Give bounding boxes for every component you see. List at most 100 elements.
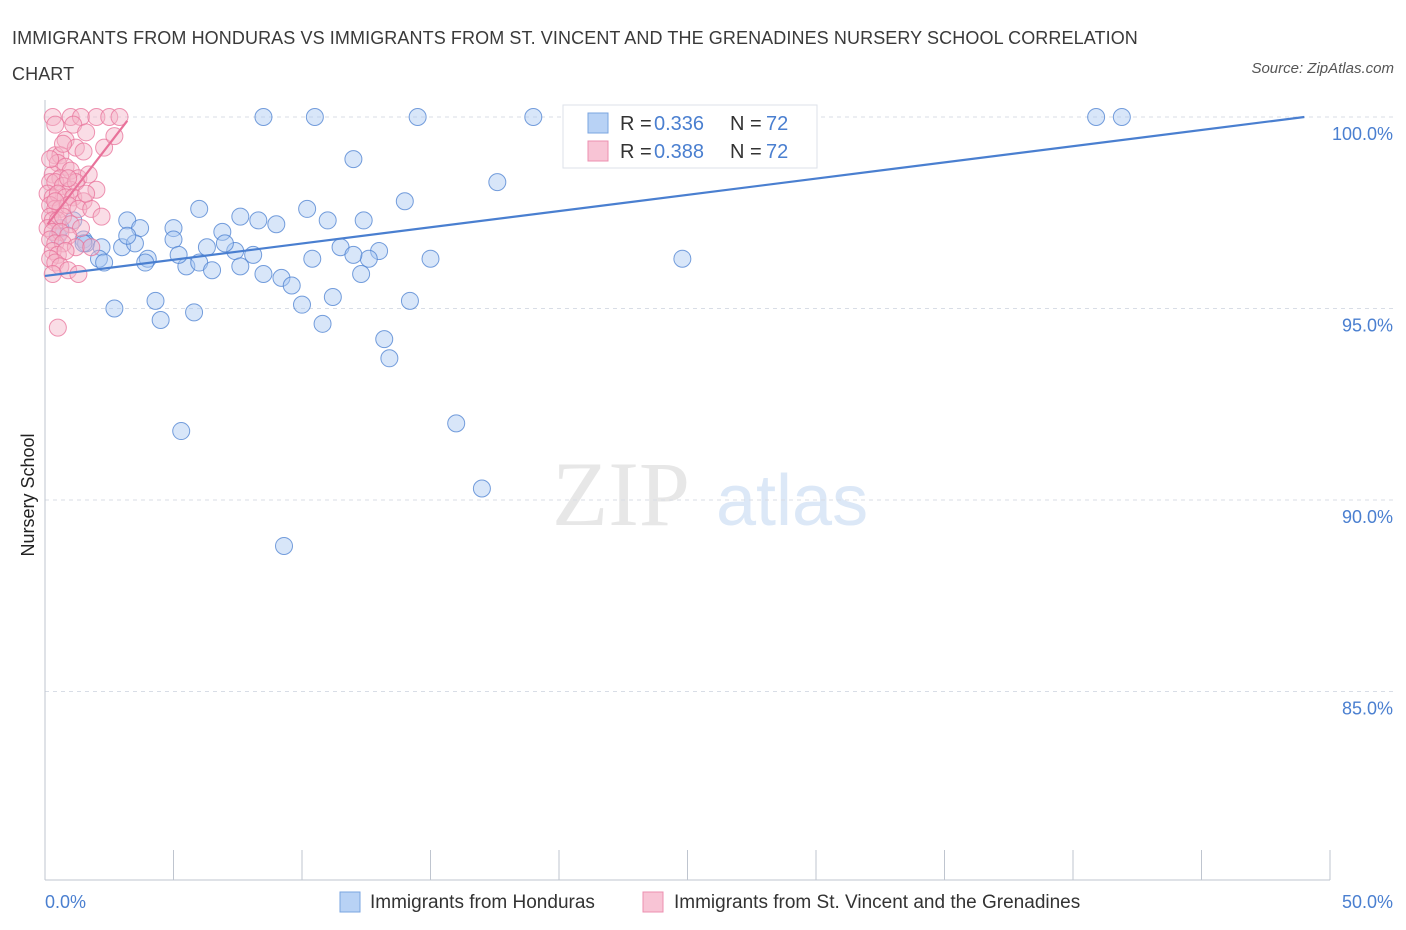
legend-n-label-honduras: N = <box>730 113 767 135</box>
point-st-vincent-44 <box>61 215 80 234</box>
point-honduras-66 <box>118 226 137 245</box>
point-honduras-58 <box>313 314 332 333</box>
point-honduras-26 <box>125 234 144 253</box>
x-tick-label-max: 50.0% <box>1342 892 1393 912</box>
trend-line-st-vincent <box>46 120 129 225</box>
bottom-legend-label-st-vincent: Immigrants from St. Vincent and the Gren… <box>674 892 1080 913</box>
point-honduras-16 <box>267 215 286 234</box>
series-st-vincent <box>38 108 129 337</box>
y-tick-label-1: 90.0% <box>1342 507 1393 527</box>
point-honduras-60 <box>380 349 399 368</box>
point-st-vincent-64 <box>48 318 67 337</box>
y-axis-label: Nursery School <box>18 433 38 556</box>
point-honduras-53 <box>105 299 124 318</box>
point-honduras-13 <box>318 211 337 230</box>
point-st-vincent-6 <box>46 115 65 134</box>
point-st-vincent-63 <box>69 265 88 284</box>
point-honduras-41 <box>673 249 692 268</box>
point-honduras-38 <box>303 249 322 268</box>
point-honduras-2 <box>344 150 363 169</box>
point-honduras-52 <box>146 291 165 310</box>
point-honduras-64 <box>275 536 294 555</box>
point-honduras-71 <box>190 199 209 218</box>
point-honduras-40 <box>421 249 440 268</box>
point-honduras-27 <box>164 230 183 249</box>
point-honduras-54 <box>151 310 170 329</box>
point-honduras-28 <box>197 238 216 257</box>
point-honduras-45 <box>231 257 250 276</box>
point-honduras-62 <box>447 414 466 433</box>
bottom-legend-label-honduras: Immigrants from Honduras <box>370 892 595 913</box>
y-tick-label-2: 95.0% <box>1342 316 1393 336</box>
point-honduras-4 <box>524 108 543 126</box>
point-honduras-12 <box>298 199 317 218</box>
chart-title: IMMIGRANTS FROM HONDURAS VS IMMIGRANTS F… <box>12 28 1138 84</box>
legend-r-value-honduras: 0.336 <box>654 113 704 135</box>
point-honduras-68 <box>254 265 273 284</box>
legend-n-label-st-vincent: N = <box>730 141 767 163</box>
point-honduras-11 <box>395 192 414 211</box>
legend-n-value-honduras: 72 <box>766 113 788 135</box>
axes <box>44 100 1331 881</box>
point-honduras-57 <box>400 291 419 310</box>
series-honduras <box>48 108 1131 555</box>
bottom-legend-swatch-st-vincent <box>642 891 664 913</box>
point-st-vincent-65 <box>41 150 60 169</box>
point-st-vincent-67 <box>77 184 96 203</box>
watermark-atlas: atlas <box>716 461 868 541</box>
point-st-vincent-71 <box>46 192 65 211</box>
point-honduras-9 <box>1112 108 1131 126</box>
y-tick-label-0: 85.0% <box>1342 699 1393 719</box>
point-honduras-59 <box>375 330 394 349</box>
point-honduras-1 <box>305 108 324 126</box>
grid-lines <box>45 116 1393 692</box>
bottom-legend-swatch-honduras <box>339 891 361 913</box>
point-st-vincent-5 <box>110 108 129 126</box>
point-st-vincent-68 <box>92 207 111 226</box>
point-st-vincent-53 <box>66 238 85 257</box>
point-st-vincent-14 <box>95 138 114 157</box>
point-honduras-56 <box>293 295 311 314</box>
point-honduras-8 <box>1087 108 1106 126</box>
point-honduras-70 <box>323 288 342 307</box>
point-honduras-14 <box>231 207 250 226</box>
point-st-vincent-66 <box>53 134 72 153</box>
point-st-vincent-70 <box>59 169 78 188</box>
legend-r-value-st-vincent: 0.388 <box>654 141 704 163</box>
point-honduras-24 <box>92 238 111 257</box>
legend-n-value-st-vincent: 72 <box>766 141 788 163</box>
point-honduras-21 <box>213 222 232 241</box>
x-tick-label-min: 0.0% <box>45 892 86 912</box>
point-st-vincent-13 <box>74 142 93 161</box>
point-st-vincent-27 <box>87 180 106 199</box>
point-honduras-48 <box>282 276 301 295</box>
point-honduras-44 <box>203 261 222 280</box>
legend-box: R = 0.336 N = 72 R = 0.388 N = 72 <box>562 104 818 169</box>
point-honduras-46 <box>272 268 291 287</box>
y-tick-labels: 85.0% 90.0% 95.0% 100.0% <box>1332 124 1393 719</box>
point-honduras-67 <box>344 245 363 264</box>
bottom-legend: Immigrants from Honduras Immigrants from… <box>339 891 1080 913</box>
point-honduras-30 <box>215 234 234 253</box>
point-honduras-39 <box>359 249 378 268</box>
point-honduras-15 <box>249 211 268 230</box>
trend-lines <box>44 115 1305 278</box>
point-honduras-47 <box>352 265 371 284</box>
point-honduras-17 <box>354 211 373 230</box>
point-st-vincent-3 <box>87 108 106 126</box>
point-honduras-61 <box>172 422 191 441</box>
legend-r-label-honduras: R = <box>620 113 657 135</box>
y-tick-label-3: 100.0% <box>1332 124 1393 144</box>
point-honduras-55 <box>185 303 204 322</box>
point-honduras-42 <box>95 253 114 272</box>
point-st-vincent-4 <box>100 108 119 126</box>
watermark-zip: ZIP <box>552 443 690 545</box>
legend-swatch-st-vincent <box>587 140 609 162</box>
point-st-vincent-61 <box>82 238 101 257</box>
legend-swatch-honduras <box>587 112 609 134</box>
trend-line-honduras <box>44 115 1305 278</box>
legend-r-label-st-vincent: R = <box>620 141 657 163</box>
point-st-vincent-8 <box>77 123 96 142</box>
source-label: Source: ZipAtlas.com <box>1251 60 1394 77</box>
